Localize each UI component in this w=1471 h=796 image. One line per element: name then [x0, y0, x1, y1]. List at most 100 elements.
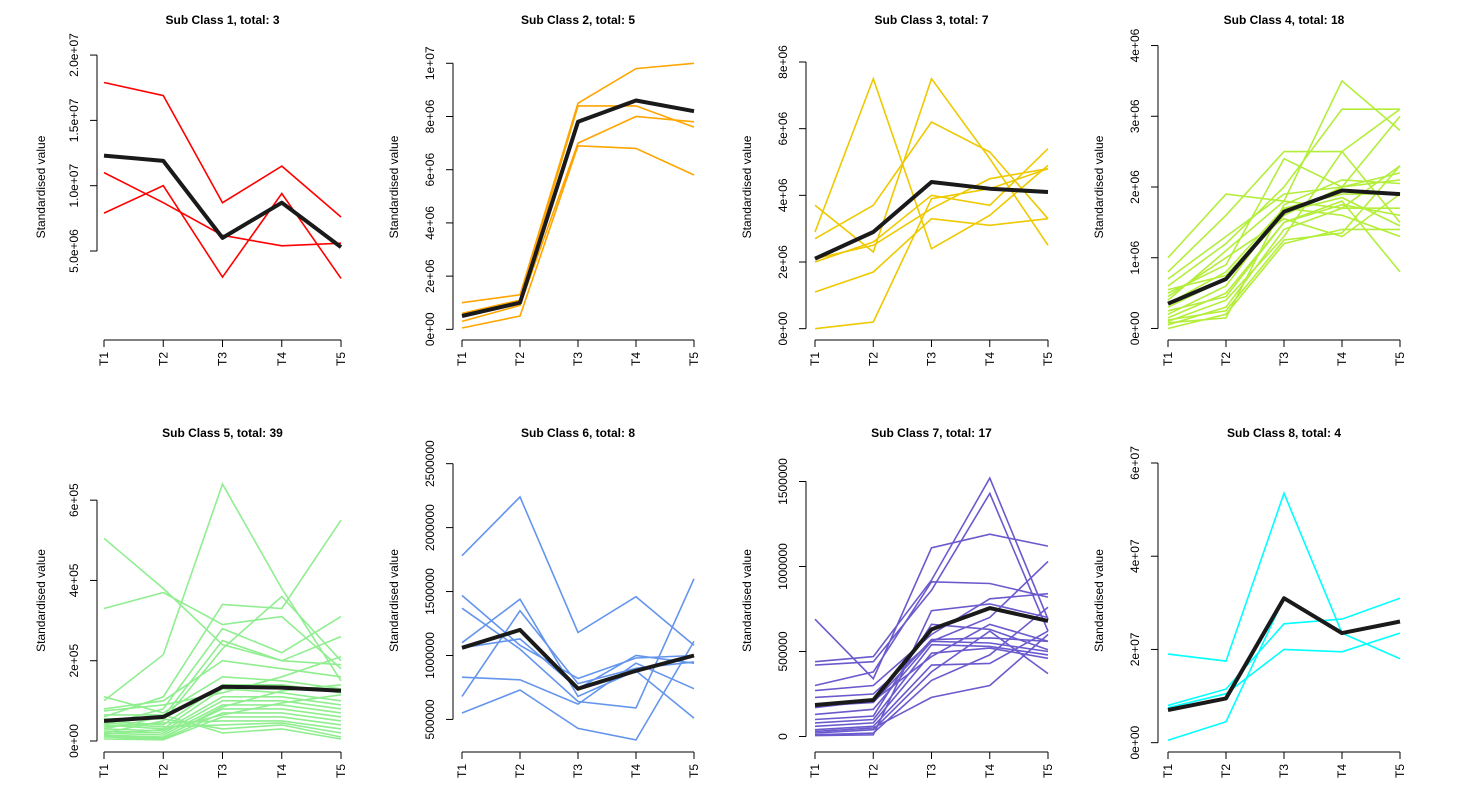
- series-line: [103, 635, 342, 730]
- y-axis-label: Standardised value: [740, 135, 754, 238]
- series-line: [1167, 115, 1401, 294]
- chart-title: Sub Class 8, total: 4: [1227, 426, 1341, 440]
- x-tick-label: T5: [334, 352, 348, 366]
- series-line: [814, 167, 1049, 330]
- series-line: [814, 120, 1049, 240]
- y-tick-label: 2e+05: [67, 644, 81, 678]
- series-line: [1167, 632, 1401, 709]
- series-line: [814, 623, 1049, 721]
- series-line: [814, 148, 1049, 263]
- x-tick-label: T1: [455, 764, 469, 778]
- series-line: [814, 167, 1049, 260]
- x-tick-label: T1: [97, 764, 111, 778]
- y-axis-label: Standardised value: [387, 135, 401, 238]
- y-tick-label: 0: [776, 733, 790, 740]
- y-tick-label: 0e+00: [1128, 725, 1142, 759]
- x-tick-label: T1: [1161, 764, 1175, 778]
- series-line: [461, 495, 695, 646]
- y-tick-label: 2000000: [423, 504, 437, 551]
- x-tick-label: T2: [156, 764, 170, 778]
- series-line: [461, 99, 695, 317]
- y-tick-label: 0e+00: [776, 311, 790, 345]
- y-tick-label: 5.0e+06: [67, 229, 81, 273]
- x-tick-label: T5: [687, 764, 701, 778]
- series-line: [461, 662, 695, 706]
- chart-panel-3: Sub Class 3, total: 7 Standardised value 0…: [740, 13, 1055, 366]
- chart-title: Sub Class 6, total: 8: [521, 426, 635, 440]
- y-tick-label: 6e+05: [67, 483, 81, 517]
- y-axis-label: Standardised value: [1092, 549, 1106, 652]
- series-line: [461, 115, 695, 323]
- y-tick-label: 1e+06: [1128, 241, 1142, 275]
- x-tick-label: T2: [513, 764, 527, 778]
- series-line: [814, 580, 1049, 687]
- chart-title: Sub Class 7, total: 17: [871, 426, 992, 440]
- series-line: [814, 592, 1049, 692]
- y-tick-label: 6e+06: [423, 153, 437, 187]
- series-line: [1167, 193, 1401, 298]
- chart-panel-1: Sub Class 1, total: 3 Standardised value 5…: [34, 13, 348, 366]
- mean-line: [1167, 188, 1401, 306]
- y-axis-label: Standardised value: [740, 549, 754, 652]
- series-line: [103, 81, 342, 218]
- chart-title: Sub Class 1, total: 3: [165, 13, 279, 27]
- x-tick-label: T2: [1219, 352, 1233, 366]
- y-tick-label: 4e+05: [67, 563, 81, 597]
- x-tick-label: T2: [513, 352, 527, 366]
- y-tick-label: 1.5e+07: [67, 98, 81, 142]
- series-line: [104, 714, 342, 740]
- series-line: [103, 722, 342, 734]
- y-axis-label: Standardised value: [34, 549, 48, 652]
- x-tick-label: T3: [571, 352, 585, 366]
- chart-panel-5: Sub Class 5, total: 39 Standardised value…: [34, 426, 348, 778]
- chart-panel-4: Sub Class 4, total: 18 Standardised value…: [1092, 13, 1407, 366]
- x-tick-label: T1: [97, 352, 111, 366]
- x-tick-label: T1: [455, 352, 469, 366]
- x-tick-label: T4: [275, 764, 289, 778]
- x-tick-label: T3: [216, 352, 230, 366]
- y-tick-label: 3e+06: [1128, 99, 1142, 133]
- chart-title: Sub Class 4, total: 18: [1224, 13, 1345, 27]
- x-tick-label: T1: [808, 352, 822, 366]
- x-tick-label: T4: [983, 352, 997, 366]
- y-tick-label: 2e+07: [1128, 632, 1142, 666]
- x-tick-label: T5: [1041, 352, 1055, 366]
- x-tick-label: T1: [1161, 352, 1175, 366]
- series-line: [1167, 597, 1401, 742]
- series-line: [1167, 179, 1401, 324]
- y-tick-label: 4e+07: [1128, 539, 1142, 573]
- series-line: [814, 476, 1049, 663]
- series-line: [461, 144, 695, 329]
- y-tick-label: 1.0e+07: [67, 164, 81, 208]
- series-line: [461, 594, 695, 680]
- series-line: [814, 217, 1049, 293]
- y-axis-label: Standardised value: [34, 135, 48, 238]
- y-tick-label: 2e+06: [1128, 170, 1142, 204]
- chart-panel-2: Sub Class 2, total: 5 Standardised value 0…: [387, 13, 701, 366]
- series-line: [103, 712, 342, 740]
- series-line: [814, 606, 1049, 736]
- series-line: [1167, 207, 1400, 326]
- y-tick-label: 0e+00: [67, 724, 81, 758]
- mean-line: [103, 153, 343, 249]
- y-tick-label: 8e+06: [423, 99, 437, 133]
- y-tick-label: 0e+00: [1128, 311, 1142, 345]
- x-tick-label: T3: [216, 764, 230, 778]
- x-tick-label: T5: [687, 352, 701, 366]
- x-tick-label: T2: [156, 352, 170, 366]
- mean-line: [814, 606, 1049, 707]
- series-line: [103, 716, 342, 741]
- series-line: [814, 643, 1049, 724]
- series-line: [1167, 108, 1400, 287]
- series-line: [103, 591, 342, 670]
- x-tick-label: T2: [866, 764, 880, 778]
- y-tick-label: 4e+06: [776, 178, 790, 212]
- x-tick-label: T5: [1393, 764, 1407, 778]
- mean-line: [814, 180, 1049, 261]
- series-line: [814, 603, 1049, 737]
- chart-panel-8: Sub Class 8, total: 4 Standardised value 0…: [1092, 426, 1407, 778]
- series-line: [461, 62, 695, 304]
- series-line: [103, 694, 342, 735]
- series-line: [461, 609, 695, 697]
- series-line: [103, 655, 342, 712]
